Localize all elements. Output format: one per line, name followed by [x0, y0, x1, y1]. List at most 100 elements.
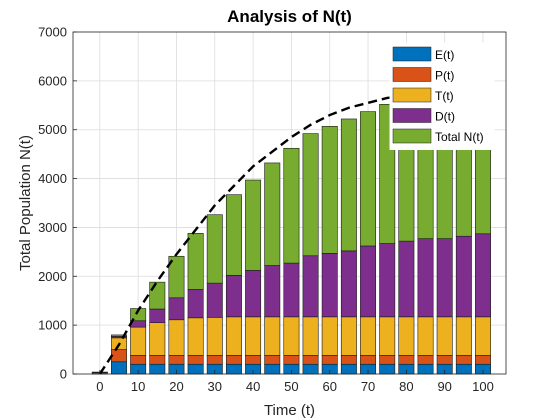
bar-segment: [379, 355, 396, 365]
x-tick-label: 70: [361, 379, 375, 394]
bar-segment: [455, 235, 472, 318]
legend-swatch: [392, 46, 432, 62]
x-tick-label: 20: [169, 379, 183, 394]
bar-segment: [398, 316, 415, 356]
y-tick-label: 1000: [38, 318, 67, 333]
bar-segment: [302, 355, 319, 365]
y-tick-label: 6000: [38, 73, 67, 88]
y-tick-label: 5000: [38, 122, 67, 137]
bar-segment: [130, 326, 147, 356]
bar-segment: [168, 355, 185, 365]
bar-segment: [149, 308, 166, 323]
bar-segment: [149, 322, 166, 356]
bar-segment: [245, 270, 262, 318]
bar-segment: [340, 355, 357, 365]
bar-segment: [225, 355, 242, 365]
bar-segment: [302, 255, 319, 318]
chart-title: Analysis of N(t): [227, 7, 352, 26]
x-tick-label: 50: [284, 379, 298, 394]
bar-segment: [455, 363, 472, 375]
x-tick-label: 0: [96, 379, 103, 394]
bar-segment: [206, 282, 223, 318]
bar-segment: [111, 349, 127, 363]
bar-segment: [206, 355, 223, 365]
bar-segment: [475, 233, 491, 318]
y-tick-label: 3000: [38, 220, 67, 235]
legend-entry: P(t): [435, 69, 454, 83]
legend-entry: Total N(t): [435, 130, 484, 144]
bar-segment: [340, 316, 357, 356]
bar-segment: [206, 317, 223, 356]
bar-segment: [111, 361, 127, 375]
bar-segment: [149, 281, 166, 310]
bar-segment: [130, 355, 147, 365]
bar-segment: [264, 355, 281, 365]
x-tick-label: 80: [399, 379, 413, 394]
legend-entry: D(t): [435, 110, 455, 124]
bar-segment: [360, 355, 377, 365]
bar-segment: [340, 250, 357, 318]
bar-segment: [321, 316, 338, 356]
legend-entry: E(t): [435, 48, 454, 62]
bar-segment: [283, 147, 300, 264]
bar-segment: [340, 363, 357, 375]
plot-frame: [72, 31, 507, 375]
bar-segment: [436, 238, 453, 318]
x-tick-label: 10: [131, 379, 145, 394]
bar-segment: [360, 111, 377, 247]
y-axis-label: Total Population N(t): [17, 135, 34, 271]
bar-segment: [264, 316, 281, 356]
bar-segment: [187, 232, 204, 290]
y-tick-label: 0: [60, 367, 67, 382]
trend-line-layer: [98, 94, 407, 375]
bar-segment: [225, 363, 242, 375]
legend-entry: T(t): [435, 89, 454, 103]
x-tick-label: 60: [323, 379, 337, 394]
x-tick-label: 40: [246, 379, 260, 394]
bar-segment: [225, 275, 242, 318]
bar-segment: [321, 125, 338, 254]
bar-segment: [187, 355, 204, 365]
bar-segment: [245, 179, 262, 271]
bar-segment: [379, 316, 396, 356]
bar-segment: [283, 316, 300, 356]
bar-segment: [436, 316, 453, 356]
bar-segment: [379, 243, 396, 318]
bar-segment: [264, 162, 281, 266]
bar-segment: [398, 355, 415, 365]
bar-segment: [417, 363, 434, 375]
bar-segment: [168, 297, 185, 321]
bar-segment: [302, 316, 319, 356]
legend-swatch: [392, 67, 432, 82]
bar-segment: [168, 319, 185, 356]
bar-segment: [398, 240, 415, 318]
legend-swatch: [392, 108, 432, 123]
bar-segment: [187, 363, 204, 375]
bar-segment: [264, 265, 281, 318]
ticks: 0 10 20 30 40 50 60 70 80 90 100010002000300040005…: [38, 25, 494, 395]
bar-segment: [245, 316, 262, 356]
bar-segment: [302, 363, 319, 375]
legend-swatch: [392, 87, 432, 103]
bar-segment: [417, 238, 434, 318]
bar-segment: [245, 355, 262, 365]
trend-line: [98, 94, 407, 375]
y-tick-label: 7000: [38, 25, 67, 40]
bar-segment: [302, 133, 319, 257]
bar-segment: [379, 363, 396, 375]
legend: E(t) P(t) T(t) D(t) Total N(t): [389, 42, 495, 150]
x-tick-label: 90: [437, 379, 451, 394]
bar-segment: [187, 317, 204, 356]
bar-segment: [187, 289, 204, 319]
y-tick-label: 4000: [38, 171, 67, 186]
bar-segment: [225, 316, 242, 356]
bar-segment: [111, 334, 127, 337]
bar-segment: [340, 118, 357, 252]
bar-segment: [283, 355, 300, 365]
bar-segment: [475, 316, 491, 356]
bar-segment: [321, 253, 338, 318]
x-tick-label: 30: [208, 379, 222, 394]
bar-segment: [417, 316, 434, 356]
